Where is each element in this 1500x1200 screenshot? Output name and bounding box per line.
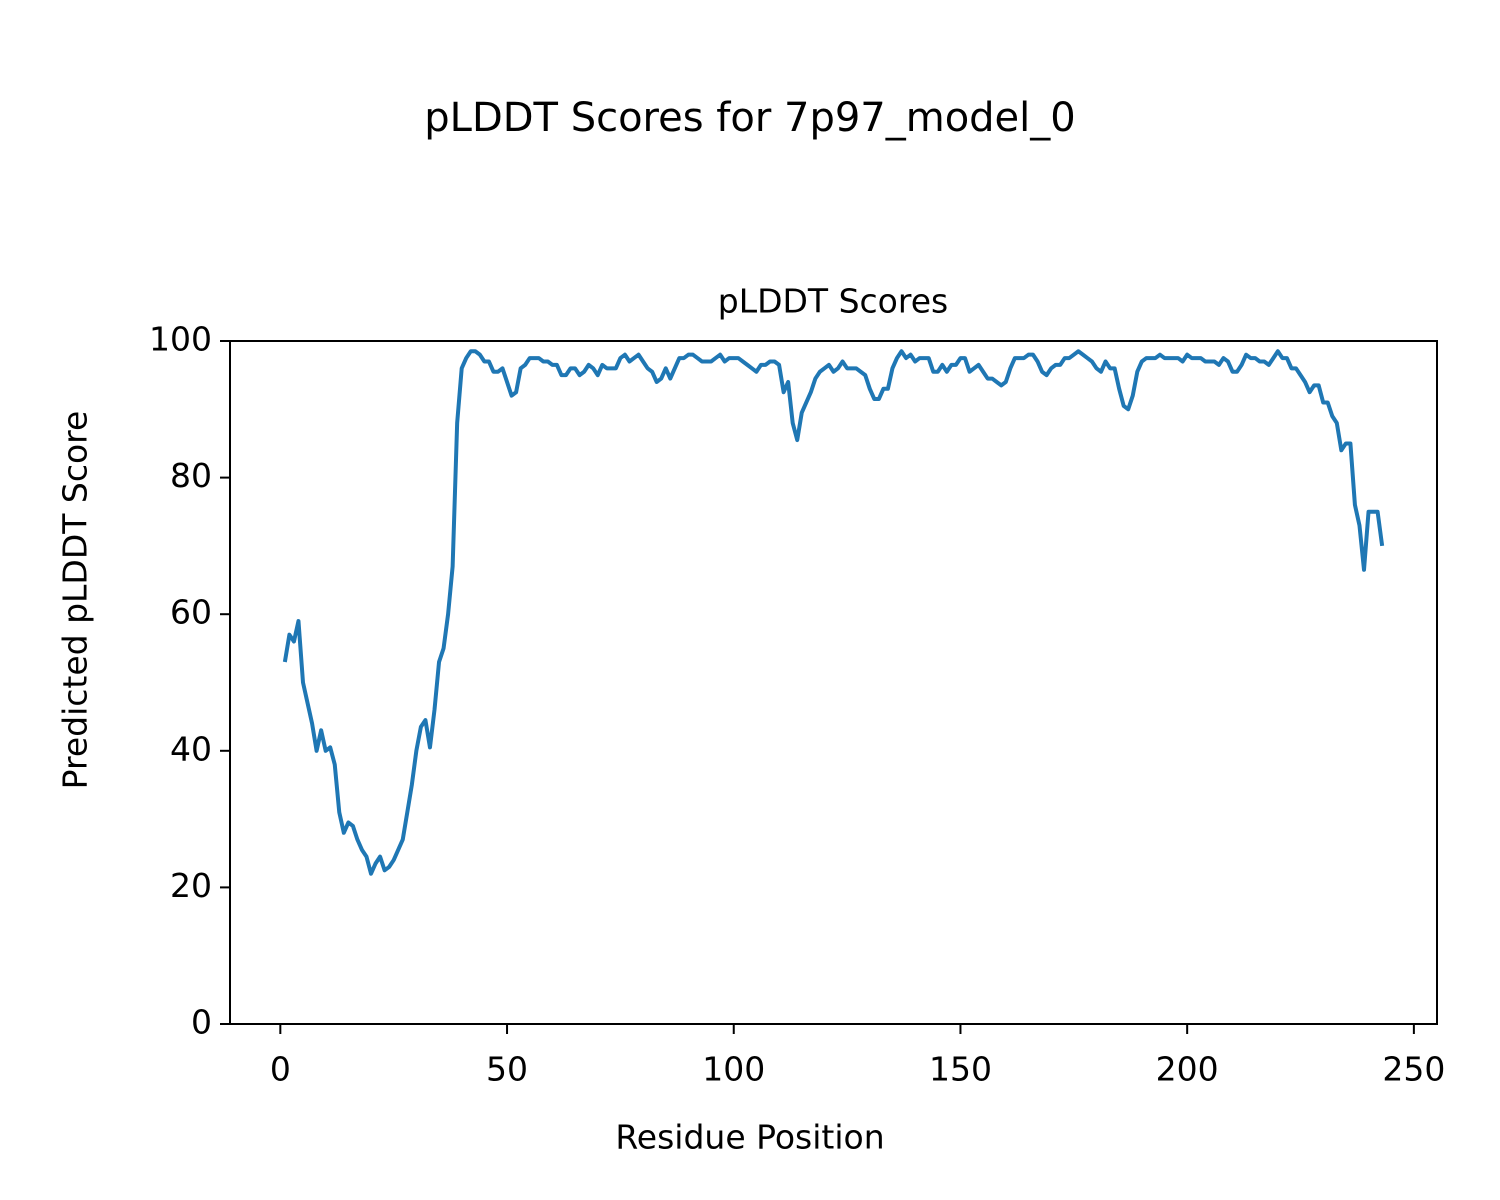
y-axis-label: Predicted pLDDT Score — [56, 411, 95, 790]
y-tick-label: 40 — [170, 729, 212, 768]
data-line — [282, 349, 1385, 876]
x-tick-label: 200 — [1156, 1050, 1219, 1089]
x-tick-label: 50 — [486, 1050, 528, 1089]
suptitle: pLDDT Scores for 7p97_model_0 — [424, 95, 1075, 141]
y-tick-label: 80 — [170, 456, 212, 495]
x-tick-label: 100 — [702, 1050, 765, 1089]
x-tick-label: 150 — [929, 1050, 992, 1089]
axes-title: pLDDT Scores — [718, 282, 948, 321]
y-tick-label: 60 — [170, 593, 212, 632]
x-tick-label: 0 — [270, 1050, 291, 1089]
x-tick-label: 250 — [1382, 1050, 1445, 1089]
y-tick-label: 100 — [149, 320, 212, 359]
x-axis-label: Residue Position — [615, 1118, 884, 1157]
y-tick-label: 20 — [170, 866, 212, 905]
y-tick-label: 0 — [191, 1003, 212, 1042]
axes-frame — [229, 340, 1438, 1025]
